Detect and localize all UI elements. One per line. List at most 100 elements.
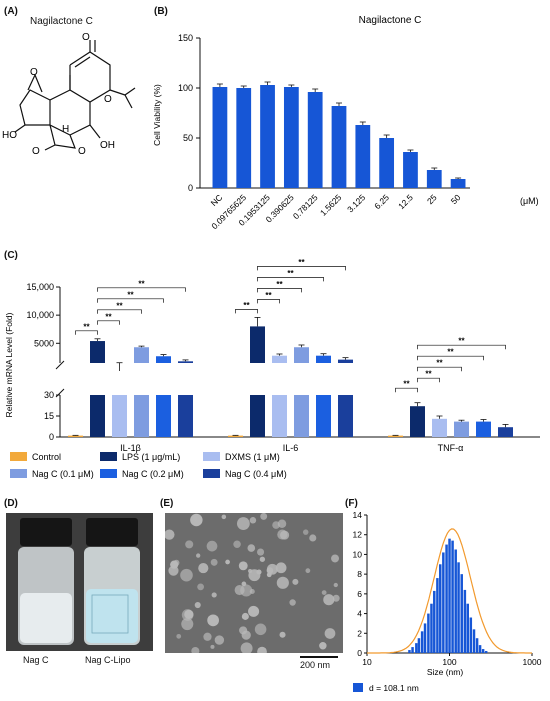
chart-f-bar — [475, 638, 479, 653]
chart-b-xtick-label: 12.5 — [396, 192, 415, 211]
tem-particle — [184, 609, 194, 619]
chart-c-axis-break — [55, 360, 65, 370]
chart-c-legend-swatch — [10, 452, 27, 461]
atom-o1: O — [82, 32, 90, 43]
chart-b-title: Nagilactone C — [359, 15, 422, 26]
vial-caption-nag-c-lipo: Nag C-Lipo — [85, 655, 131, 665]
tem-particle — [221, 514, 227, 520]
chart-c-legend-swatch — [10, 469, 27, 478]
chart-c-sig-label: ** — [458, 337, 465, 346]
chart-b-xtick-label: 50 — [449, 192, 463, 206]
chart-c-ytick-label: 15 — [44, 411, 54, 421]
chart-f-ytick-label: 6 — [357, 589, 362, 599]
chart-c-bar — [316, 395, 331, 437]
chart-c-group-label: IL-1β — [120, 443, 141, 453]
tem-particle — [210, 644, 215, 649]
chart-c-legend-label: Nag C (0.4 μM) — [225, 469, 287, 479]
tem-particle — [180, 568, 193, 582]
chart-f-bar — [417, 638, 421, 653]
tem-particle — [192, 515, 198, 521]
chart-c-bar — [476, 421, 491, 437]
chart-c-sig-bracket — [235, 309, 258, 314]
tem-particle — [238, 561, 248, 571]
chart-b-ytick-label: 150 — [178, 33, 193, 43]
tem-particle — [323, 594, 335, 606]
chart-c-sig-bracket — [257, 277, 324, 282]
tem-particle — [305, 568, 311, 574]
chart-c-sig-label: ** — [447, 348, 454, 357]
tem-particle — [240, 584, 253, 597]
nagilactone-structure: O O O HO O H O OH — [2, 32, 136, 157]
tem-particle — [197, 583, 205, 591]
tem-particle — [332, 594, 340, 602]
tem-particle — [248, 605, 260, 617]
tem-particle — [181, 618, 194, 631]
chart-c-sig-bracket — [417, 366, 462, 372]
chart-b-bar — [307, 92, 323, 188]
atom-ho1: HO — [2, 130, 17, 141]
panel-c-label: (C) — [4, 250, 18, 261]
chart-c-legend-label: Control — [32, 452, 61, 462]
chart-c-bar — [410, 406, 425, 437]
chart-f-bar — [433, 590, 436, 653]
chart-c-legend-swatch — [100, 452, 117, 461]
chart-c-sig-bracket — [97, 309, 142, 314]
panel-f-label: (F) — [345, 498, 358, 509]
tem-particle — [257, 548, 265, 556]
chart-c-bar — [90, 395, 105, 437]
chart-c-sig-label: ** — [276, 280, 283, 289]
chart-f-bar — [423, 623, 427, 653]
chart-b-ylabel: Cell Viability (%) — [152, 84, 162, 146]
chart-c-sig-bracket — [257, 288, 302, 293]
size-distribution-chart: 0 2 4 6 8 10 12 14 10 100 1000 Size (nm) d = 108.1… — [353, 510, 542, 693]
chart-c-axis-break — [55, 388, 65, 398]
atom-h1: H — [62, 124, 69, 135]
chart-c-legend-label: LPS (1 μg/mL) — [122, 452, 180, 462]
atom-o5: O — [78, 146, 86, 157]
chart-f-axes: 0 2 4 6 8 10 12 14 10 100 1000 — [353, 510, 542, 667]
chart-f-legend-swatch — [353, 683, 363, 692]
tem-particle — [277, 519, 287, 528]
chart-f-bar — [451, 540, 454, 653]
chart-c-ytick-label: 30 — [44, 390, 54, 400]
chart-c-sig-label: ** — [127, 290, 134, 299]
atom-o3: O — [30, 67, 38, 78]
chart-c-bar — [338, 359, 353, 363]
tem-micrograph — [164, 512, 343, 657]
tem-particle — [206, 540, 218, 552]
chart-f-ytick-label: 0 — [357, 648, 362, 658]
tem-particle — [321, 590, 327, 595]
chart-c-group-label: IL-6 — [283, 443, 299, 453]
chart-c-legend-swatch — [100, 469, 117, 478]
chart-c-bar — [316, 355, 331, 363]
tem-particle — [225, 559, 230, 565]
tem-particle — [333, 582, 338, 588]
tem-particle — [247, 544, 256, 552]
chart-c-sig-bracket — [257, 266, 346, 271]
chart-f-bar — [454, 549, 457, 653]
panel-d-label: (D) — [4, 498, 18, 509]
panel-a-label: (A) — [4, 6, 18, 17]
tem-particle — [302, 529, 309, 535]
tem-particle — [170, 560, 179, 569]
chart-b-bar — [450, 179, 466, 188]
chart-b-xtick-label: 3.125 — [345, 192, 367, 214]
chart-b-ytick-label: 0 — [188, 183, 193, 193]
chart-f-bar — [408, 650, 411, 653]
chart-c-sig-label: ** — [105, 312, 112, 321]
tem-particle — [210, 558, 218, 566]
chart-c-bar — [156, 356, 171, 363]
chart-c-group-label: TNF-α — [438, 443, 464, 453]
chart-f-bar — [463, 589, 467, 653]
chart-f-bar — [448, 538, 451, 653]
chart-f-bar — [439, 564, 442, 653]
chart-c-legend-swatch — [203, 452, 220, 461]
chart-c-legend-label: Nag C (0.1 μM) — [32, 469, 94, 479]
chart-f-ytick-label: 10 — [353, 549, 363, 559]
chart-c-bar — [388, 435, 403, 437]
chart-c-legend-label: DXMS (1 μM) — [225, 452, 280, 462]
chart-b-bar — [283, 87, 299, 188]
chart-c-bar — [272, 355, 287, 363]
tem-particle — [191, 646, 200, 655]
chart-c-bar — [250, 395, 265, 437]
